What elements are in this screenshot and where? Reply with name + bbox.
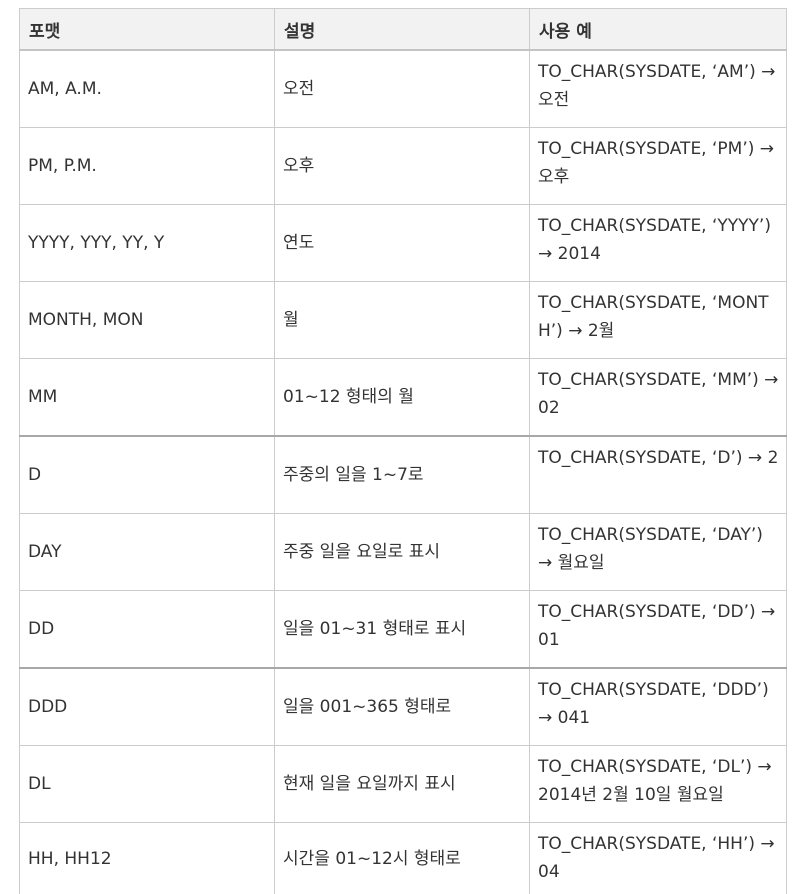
table-row: MONTH, MON 월 TO_CHAR(SYSDATE, ‘MONTH’) →… xyxy=(20,282,787,359)
example-cell: TO_CHAR(SYSDATE, ‘DAY’) → 월요일 xyxy=(530,514,787,591)
date-format-table: 포맷 설명 사용 예 AM, A.M. 오전 TO_CHAR(SYSDATE, … xyxy=(19,8,787,894)
description-cell: 주중의 일을 1~7로 xyxy=(275,436,530,514)
format-cell: PM, P.M. xyxy=(20,128,275,205)
table-row: MM 01~12 형태의 월 TO_CHAR(SYSDATE, ‘MM’) → … xyxy=(20,359,787,437)
table-row: AM, A.M. 오전 TO_CHAR(SYSDATE, ‘AM’) → 오전 xyxy=(20,50,787,128)
table-row: PM, P.M. 오후 TO_CHAR(SYSDATE, ‘PM’) → 오후 xyxy=(20,128,787,205)
format-cell: YYYY, YYY, YY, Y xyxy=(20,205,275,282)
example-cell: TO_CHAR(SYSDATE, ‘MM’) → 02 xyxy=(530,359,787,437)
description-cell: 일을 001~365 형태로 xyxy=(275,668,530,746)
column-header-description: 설명 xyxy=(275,9,530,51)
example-cell: TO_CHAR(SYSDATE, ‘AM’) → 오전 xyxy=(530,50,787,128)
description-cell: 주중 일을 요일로 표시 xyxy=(275,514,530,591)
description-cell: 일을 01~31 형태로 표시 xyxy=(275,591,530,669)
example-cell: TO_CHAR(SYSDATE, ‘D’) → 2 xyxy=(530,436,787,514)
format-cell: MONTH, MON xyxy=(20,282,275,359)
format-cell: AM, A.M. xyxy=(20,50,275,128)
format-cell: HH, HH12 xyxy=(20,823,275,894)
description-cell: 오후 xyxy=(275,128,530,205)
table-row: DAY 주중 일을 요일로 표시 TO_CHAR(SYSDATE, ‘DAY’)… xyxy=(20,514,787,591)
description-cell: 연도 xyxy=(275,205,530,282)
table-row: D 주중의 일을 1~7로 TO_CHAR(SYSDATE, ‘D’) → 2 xyxy=(20,436,787,514)
column-header-format: 포맷 xyxy=(20,9,275,51)
example-cell: TO_CHAR(SYSDATE, ‘DDD’) → 041 xyxy=(530,668,787,746)
format-cell: DD xyxy=(20,591,275,669)
description-cell: 현재 일을 요일까지 표시 xyxy=(275,746,530,823)
column-header-example: 사용 예 xyxy=(530,9,787,51)
example-cell: TO_CHAR(SYSDATE, ‘YYYY’) → 2014 xyxy=(530,205,787,282)
format-cell: MM xyxy=(20,359,275,437)
description-cell: 시간을 01~12시 형태로 xyxy=(275,823,530,894)
table-row: DD 일을 01~31 형태로 표시 TO_CHAR(SYSDATE, ‘DD’… xyxy=(20,591,787,669)
table-header-row: 포맷 설명 사용 예 xyxy=(20,9,787,51)
format-cell: DDD xyxy=(20,668,275,746)
format-cell: DL xyxy=(20,746,275,823)
table-row: YYYY, YYY, YY, Y 연도 TO_CHAR(SYSDATE, ‘YY… xyxy=(20,205,787,282)
table-row: HH, HH12 시간을 01~12시 형태로 TO_CHAR(SYSDATE,… xyxy=(20,823,787,894)
table-row: DDD 일을 001~365 형태로 TO_CHAR(SYSDATE, ‘DDD… xyxy=(20,668,787,746)
table-row: DL 현재 일을 요일까지 표시 TO_CHAR(SYSDATE, ‘DL’) … xyxy=(20,746,787,823)
description-cell: 월 xyxy=(275,282,530,359)
example-cell: TO_CHAR(SYSDATE, ‘PM’) → 오후 xyxy=(530,128,787,205)
example-cell: TO_CHAR(SYSDATE, ‘DD’) → 01 xyxy=(530,591,787,669)
example-cell: TO_CHAR(SYSDATE, ‘HH’) → 04 xyxy=(530,823,787,894)
example-cell: TO_CHAR(SYSDATE, ‘MONTH’) → 2월 xyxy=(530,282,787,359)
example-cell: TO_CHAR(SYSDATE, ‘DL’) → 2014년 2월 10일 월요… xyxy=(530,746,787,823)
format-table-container: 포맷 설명 사용 예 AM, A.M. 오전 TO_CHAR(SYSDATE, … xyxy=(19,8,786,894)
description-cell: 01~12 형태의 월 xyxy=(275,359,530,437)
format-cell: DAY xyxy=(20,514,275,591)
description-cell: 오전 xyxy=(275,50,530,128)
format-cell: D xyxy=(20,436,275,514)
